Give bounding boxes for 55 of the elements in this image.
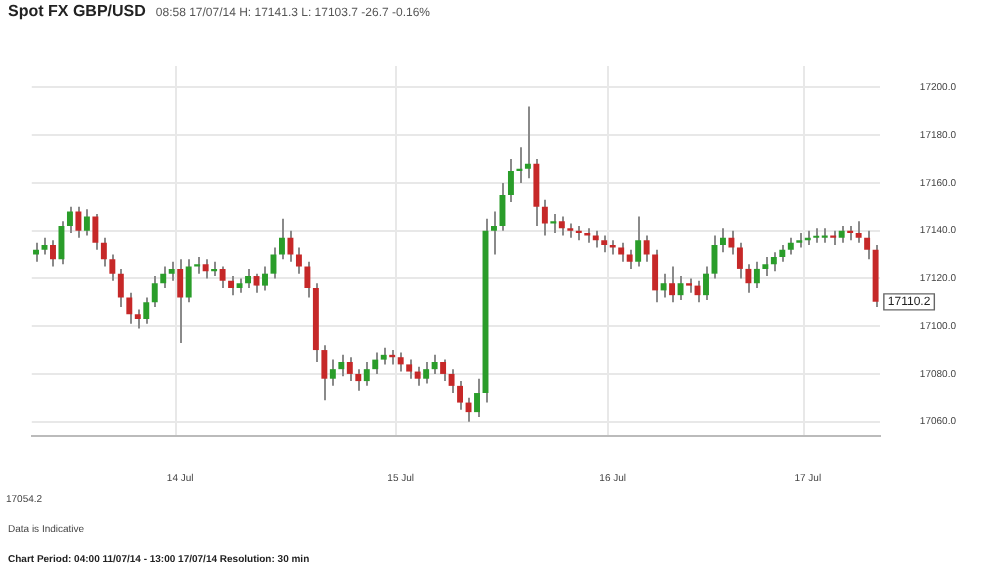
candlestick [618, 241, 625, 263]
candlestick [50, 239, 56, 268]
candlestick [33, 241, 39, 263]
candlestick [423, 361, 430, 385]
candlestick [703, 265, 709, 301]
candlestick [397, 351, 404, 373]
candlestick [524, 105, 531, 180]
candlestick [406, 358, 413, 380]
candlestick [541, 198, 548, 237]
candlestick [448, 368, 455, 395]
candlestick [117, 267, 124, 309]
candlestick [262, 265, 268, 292]
candlestick [185, 258, 192, 304]
candlestick [719, 227, 726, 254]
candlestick [295, 246, 302, 275]
candlestick [151, 275, 158, 309]
candlestick [168, 260, 175, 282]
candlestick [660, 272, 667, 299]
candlestick [635, 215, 642, 268]
candlestick [677, 275, 684, 301]
candlestick [363, 361, 370, 387]
candlestick [431, 353, 438, 375]
candlestick [643, 234, 650, 263]
candlestick [219, 265, 226, 289]
candlestick [245, 267, 252, 289]
candlestick [550, 213, 557, 235]
candlestick [338, 353, 345, 378]
candlestick [126, 291, 133, 325]
candlestick [372, 351, 379, 375]
candlestick [770, 251, 777, 273]
candlestick [202, 258, 209, 280]
candlestick [177, 258, 184, 344]
candlestick [440, 358, 447, 383]
candlestick [75, 205, 82, 239]
candlestick [160, 265, 167, 289]
candlestick [626, 248, 633, 270]
candlestick [669, 265, 676, 304]
candlestick [346, 356, 353, 383]
candlestick [855, 220, 862, 244]
candlestick [83, 208, 90, 237]
candlestick [143, 296, 150, 325]
candlestick [329, 358, 336, 387]
candlestick [753, 260, 760, 289]
candlestick [414, 365, 421, 387]
candlestick [465, 396, 472, 423]
candlestick [762, 255, 769, 278]
candlestick [652, 248, 659, 304]
candlestick [287, 229, 294, 263]
candlestick [92, 213, 99, 251]
candlestick [558, 215, 565, 237]
chart-title: Spot FX GBP/USD [8, 2, 146, 20]
candlestick [813, 227, 820, 244]
candlestick [507, 158, 514, 204]
candlestick [228, 275, 235, 297]
candlestick [58, 220, 65, 266]
